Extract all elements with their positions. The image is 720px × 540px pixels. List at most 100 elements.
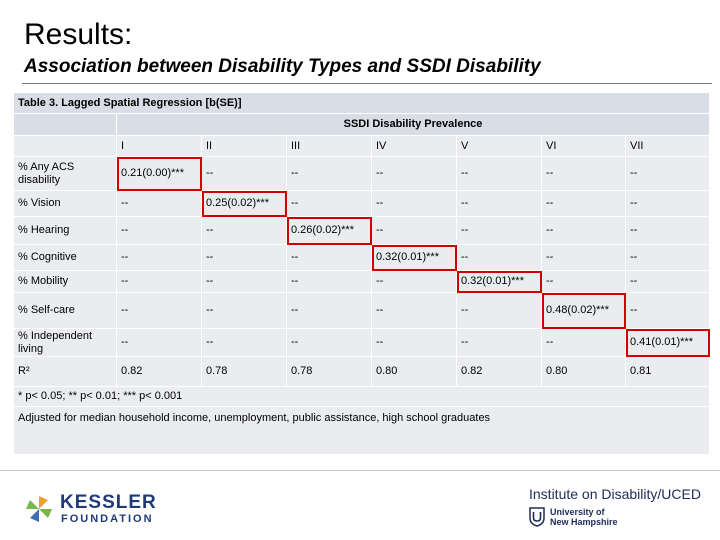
- table-cell: --: [542, 329, 626, 357]
- table-cell: --: [202, 293, 287, 329]
- column-header-3: III: [287, 136, 372, 157]
- table-cell: 0.80: [542, 357, 626, 387]
- row-label: % Independent living: [14, 329, 117, 357]
- row-label: R²: [14, 357, 117, 387]
- table-row: R² 0.82 0.78 0.78 0.80 0.82 0.80 0.81: [14, 357, 711, 387]
- table-cell: --: [457, 293, 542, 329]
- table-row: % Mobility -- -- -- -- 0.32(0.01)*** -- --: [14, 271, 711, 293]
- row-label: % Cognitive: [14, 245, 117, 271]
- table-cell: --: [626, 157, 711, 191]
- table-cell: --: [287, 245, 372, 271]
- table-cell: --: [542, 191, 626, 217]
- column-header-1: I: [117, 136, 202, 157]
- table-cell: --: [287, 191, 372, 217]
- footer-divider: [0, 470, 720, 471]
- table-cell: --: [626, 191, 711, 217]
- table-cell: --: [457, 157, 542, 191]
- table-cell: --: [202, 271, 287, 293]
- foundation-wordmark: FOUNDATION: [61, 513, 154, 525]
- column-header-4: IV: [372, 136, 457, 157]
- table-cell: 0.78: [287, 357, 372, 387]
- table-group-header-row: SSDI Disability Prevalence: [14, 114, 711, 136]
- column-header-row: I II III IV V VI VII: [14, 136, 711, 157]
- unh-logo: University of New Hampshire: [529, 507, 639, 531]
- table-cell: --: [287, 271, 372, 293]
- highlighted-coefficient-cell: 0.41(0.01)***: [626, 329, 711, 357]
- highlighted-coefficient-cell: 0.48(0.02)***: [542, 293, 626, 329]
- table-cell: --: [202, 329, 287, 357]
- table-cell: --: [626, 271, 711, 293]
- title-divider: [22, 83, 712, 84]
- adjustment-note-row: Adjusted for median household income, un…: [14, 407, 711, 455]
- row-label: % Self-care: [14, 293, 117, 329]
- table-cell: 0.80: [372, 357, 457, 387]
- table-cell: --: [372, 191, 457, 217]
- table-caption-row: Table 3. Lagged Spatial Regression [b(SE…: [14, 93, 711, 114]
- table-cell: --: [287, 293, 372, 329]
- table-cell: --: [117, 191, 202, 217]
- row-label: % Vision: [14, 191, 117, 217]
- table-cell: --: [372, 329, 457, 357]
- highlighted-coefficient-cell: 0.26(0.02)***: [287, 217, 372, 245]
- slide-title: Results:: [24, 18, 133, 51]
- table-cell: --: [117, 271, 202, 293]
- table-cell: --: [202, 157, 287, 191]
- table-cell: --: [202, 217, 287, 245]
- table-cell: --: [457, 191, 542, 217]
- table-cell: --: [542, 271, 626, 293]
- unh-line1: University of: [550, 507, 605, 517]
- table-row: % Self-care -- -- -- -- -- 0.48(0.02)*** --: [14, 293, 711, 329]
- table-cell: --: [372, 293, 457, 329]
- slide-subtitle: Association between Disability Types and…: [24, 56, 541, 77]
- table-cell: --: [117, 329, 202, 357]
- table-cell: --: [287, 329, 372, 357]
- kessler-foundation-logo: KESSLER FOUNDATION: [24, 492, 174, 530]
- table-cell: --: [117, 245, 202, 271]
- table-cell: --: [202, 245, 287, 271]
- column-header-2: II: [202, 136, 287, 157]
- highlighted-coefficient-cell: 0.32(0.01)***: [457, 271, 542, 293]
- table-cell: --: [626, 293, 711, 329]
- table-cell: --: [542, 157, 626, 191]
- table-cell: --: [117, 293, 202, 329]
- table-row: % Cognitive -- -- -- 0.32(0.01)*** -- -- --: [14, 245, 711, 271]
- kessler-pinwheel-icon: [26, 496, 52, 522]
- table-caption: Table 3. Lagged Spatial Regression [b(SE…: [14, 93, 711, 114]
- table-cell: --: [542, 245, 626, 271]
- table-cell: --: [542, 217, 626, 245]
- regression-table: Table 3. Lagged Spatial Regression [b(SE…: [14, 93, 711, 455]
- table-cell: --: [372, 271, 457, 293]
- results-table-container: Table 3. Lagged Spatial Regression [b(SE…: [14, 93, 711, 455]
- significance-note: * p< 0.05; ** p< 0.01; *** p< 0.001: [14, 387, 711, 407]
- highlighted-coefficient-cell: 0.21(0.00)***: [117, 157, 202, 191]
- kessler-wordmark: KESSLER: [60, 492, 157, 513]
- highlighted-coefficient-cell: 0.25(0.02)***: [202, 191, 287, 217]
- table-cell: 0.78: [202, 357, 287, 387]
- group-header: SSDI Disability Prevalence: [117, 114, 711, 136]
- table-cell: 0.81: [626, 357, 711, 387]
- highlighted-coefficient-cell: 0.32(0.01)***: [372, 245, 457, 271]
- row-label: % Hearing: [14, 217, 117, 245]
- column-header-6: VI: [542, 136, 626, 157]
- table-row: % Vision -- 0.25(0.02)*** -- -- -- -- --: [14, 191, 711, 217]
- unh-shield-icon: [529, 507, 545, 527]
- table-cell: --: [457, 217, 542, 245]
- table-cell: --: [626, 217, 711, 245]
- table-row: % Any ACS disability 0.21(0.00)*** -- -- -- -…: [14, 157, 711, 191]
- adjustment-note: Adjusted for median household income, un…: [14, 407, 711, 455]
- table-cell: --: [457, 329, 542, 357]
- table-cell: --: [372, 157, 457, 191]
- column-header-7: VII: [626, 136, 711, 157]
- significance-note-row: * p< 0.05; ** p< 0.01; *** p< 0.001: [14, 387, 711, 407]
- unh-line2: New Hampshire: [550, 517, 618, 527]
- table-cell: --: [287, 157, 372, 191]
- table-cell: 0.82: [457, 357, 542, 387]
- empty-header-cell: [14, 114, 117, 136]
- row-label: % Any ACS disability: [14, 157, 117, 191]
- table-row: % Independent living -- -- -- -- -- -- 0.41(0.0…: [14, 329, 711, 357]
- column-header-5: V: [457, 136, 542, 157]
- table-cell: --: [457, 245, 542, 271]
- table-row: % Hearing -- -- 0.26(0.02)*** -- -- -- --: [14, 217, 711, 245]
- institute-name: Institute on Disability/UCED: [529, 486, 701, 502]
- table-cell: 0.82: [117, 357, 202, 387]
